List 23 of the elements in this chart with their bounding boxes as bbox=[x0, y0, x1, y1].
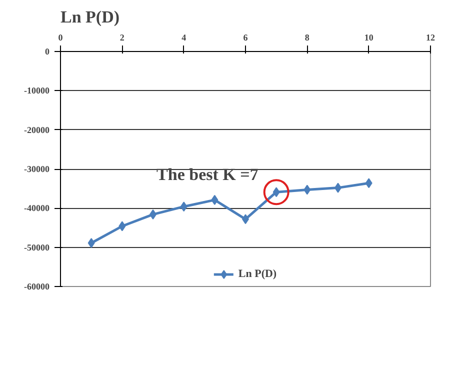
x-tick-label: 6 bbox=[243, 32, 248, 42]
point bbox=[88, 238, 95, 248]
chart-title: Ln P(D) bbox=[60, 8, 120, 26]
point bbox=[118, 221, 126, 232]
x-tick-label: 0 bbox=[58, 32, 64, 42]
x-tick-label: 2 bbox=[120, 32, 125, 42]
x-tick-label: 10 bbox=[364, 32, 374, 42]
y-tick-label: -60000 bbox=[24, 282, 50, 292]
y-tick-label: -10000 bbox=[24, 86, 50, 96]
point bbox=[365, 178, 372, 188]
y-tick-label: -40000 bbox=[24, 203, 50, 214]
x-tick-label: 4 bbox=[182, 32, 187, 42]
point bbox=[211, 194, 218, 205]
y-tick-label: -50000 bbox=[24, 242, 50, 252]
annotation: The best K =7 bbox=[156, 165, 259, 184]
x-tick-label: 8 bbox=[304, 32, 310, 42]
y-tick-label: 0 bbox=[45, 46, 50, 56]
legend-label: Ln P(D) bbox=[238, 268, 277, 280]
y-tick-label: -30000 bbox=[24, 164, 50, 174]
point bbox=[180, 202, 188, 212]
point bbox=[304, 184, 311, 195]
y-tick-label: -20000 bbox=[24, 124, 50, 135]
x-tick-label: 12 bbox=[426, 32, 436, 42]
